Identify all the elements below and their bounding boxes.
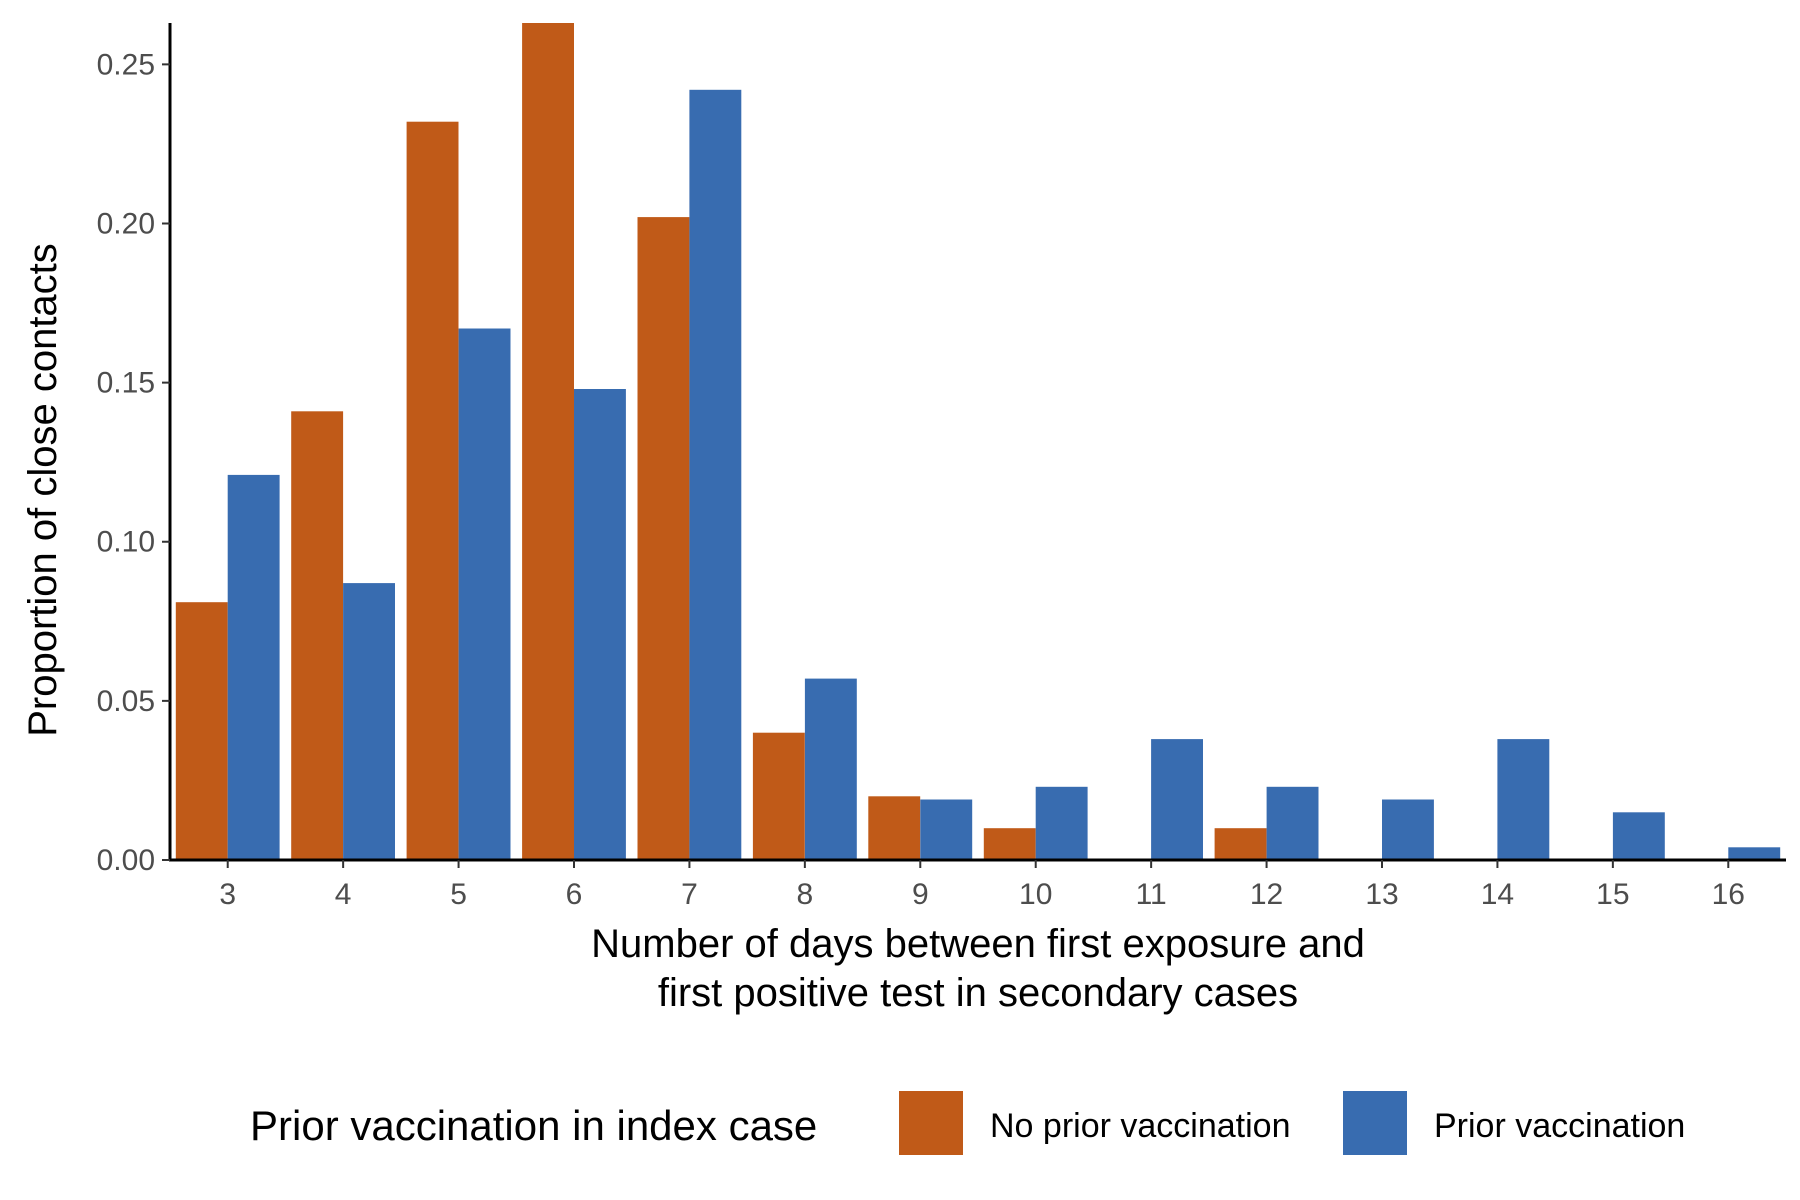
- bar-prior-vaccination-day-6: [574, 389, 626, 860]
- x-axis-title-line-2: first positive test in secondary cases: [658, 971, 1298, 1015]
- x-tick-label: 16: [1712, 878, 1745, 911]
- x-tick-label: 12: [1250, 878, 1283, 911]
- y-axis-title: Proportion of close contacts: [21, 243, 65, 737]
- bar-prior-vaccination-day-14: [1497, 739, 1550, 860]
- legend-label-prior-vaccination: Prior vaccination: [1434, 1107, 1685, 1145]
- x-tick-label: 14: [1481, 878, 1514, 911]
- bar-no-prior-vaccination-day-3: [175, 602, 228, 860]
- legend-label-no-prior-vaccination: No prior vaccination: [990, 1107, 1290, 1145]
- x-tick-label: 11: [1136, 878, 1167, 911]
- legend-title: Prior vaccination in index case: [250, 1102, 817, 1149]
- x-ticks-group: 3 4 5 6 7 8 9 10 11 12 13 14 15 16: [219, 860, 1745, 911]
- x-axis-title-line-1: Number of days between first exposure an…: [591, 922, 1365, 966]
- x-tick-label: 5: [450, 878, 467, 911]
- x-tick-label: 9: [912, 878, 929, 911]
- y-tick-label: 0.05: [97, 685, 155, 718]
- bar-prior-vaccination-day-15: [1612, 812, 1665, 860]
- bars-group: [175, 23, 1781, 861]
- bar-prior-vaccination-day-8: [804, 678, 857, 860]
- bar-no-prior-vaccination-day-6: [522, 23, 574, 860]
- bar-prior-vaccination-day-10: [1035, 786, 1088, 860]
- bar-no-prior-vaccination-day-5: [406, 121, 459, 860]
- x-tick-label: 15: [1596, 878, 1629, 911]
- bar-prior-vaccination-day-4: [343, 583, 395, 860]
- bar-no-prior-vaccination-day-10: [983, 828, 1036, 860]
- y-tick-label: 0.00: [97, 844, 155, 877]
- bar-prior-vaccination-day-16: [1728, 847, 1781, 860]
- y-ticks-group: 0.00 0.05 0.10 0.15 0.20 0.25: [97, 48, 170, 877]
- legend: Prior vaccination in index case No prior…: [250, 1089, 1685, 1157]
- bar-prior-vaccination-day-5: [458, 328, 511, 860]
- y-tick-label: 0.15: [97, 367, 155, 400]
- bar-no-prior-vaccination-day-8: [752, 732, 805, 860]
- x-tick-label: 3: [219, 878, 236, 911]
- bar-no-prior-vaccination-day-12: [1214, 828, 1267, 860]
- y-tick-label: 0.20: [97, 207, 155, 240]
- x-tick-label: 10: [1019, 878, 1052, 911]
- y-tick-label: 0.10: [97, 526, 155, 559]
- bar-prior-vaccination-day-13: [1382, 799, 1434, 860]
- bar-prior-vaccination-day-7: [689, 89, 742, 861]
- bar-prior-vaccination-day-12: [1266, 786, 1319, 860]
- legend-key-no-prior-vaccination: [897, 1089, 965, 1157]
- x-tick-label: 8: [797, 878, 814, 911]
- legend-key-prior-vaccination: [1341, 1089, 1409, 1157]
- bar-prior-vaccination-day-9: [920, 799, 973, 860]
- bar-no-prior-vaccination-day-4: [291, 411, 344, 860]
- bar-prior-vaccination-day-3: [227, 474, 280, 860]
- x-tick-label: 13: [1365, 878, 1398, 911]
- bar-no-prior-vaccination-day-7: [637, 217, 690, 861]
- bar-prior-vaccination-day-11: [1151, 739, 1203, 860]
- x-tick-label: 4: [335, 878, 352, 911]
- x-tick-label: 7: [681, 878, 698, 911]
- bar-no-prior-vaccination-day-9: [868, 796, 921, 860]
- x-tick-label: 6: [566, 878, 583, 911]
- y-tick-label: 0.25: [97, 48, 155, 81]
